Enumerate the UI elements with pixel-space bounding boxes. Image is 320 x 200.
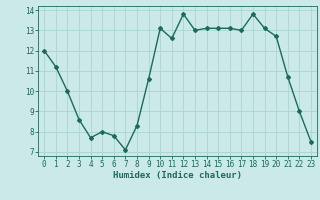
X-axis label: Humidex (Indice chaleur): Humidex (Indice chaleur) (113, 171, 242, 180)
